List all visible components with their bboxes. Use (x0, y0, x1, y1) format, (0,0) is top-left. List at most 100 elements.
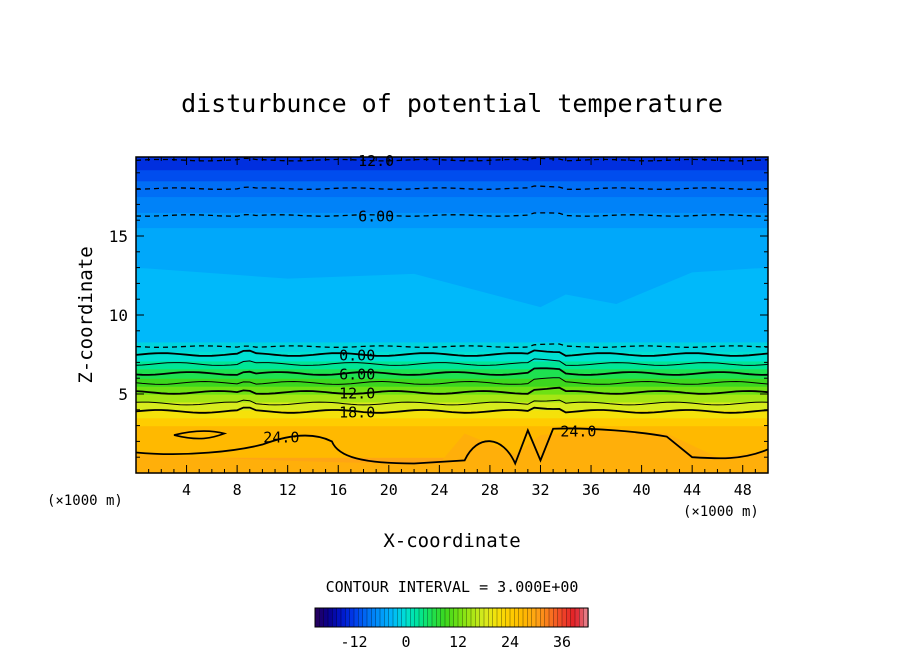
colorbar-cell (440, 607, 446, 628)
color-band (136, 196, 768, 213)
colorbar-cell (553, 607, 559, 628)
colorbar-cell (340, 607, 346, 628)
color-band (136, 394, 768, 403)
colorbar-cell (362, 607, 368, 628)
colorbar-cell (358, 607, 364, 628)
x-tick-label: 44 (683, 481, 701, 499)
colorbar-cell (492, 607, 498, 628)
colorbar-cell (457, 607, 463, 628)
colorbar-tick-label: 24 (501, 633, 519, 651)
colorbar-cell (375, 607, 381, 628)
colorbar-cell (561, 607, 567, 628)
contour-line-solid (135, 377, 769, 385)
colorbar-cell (548, 607, 554, 628)
contour-label: 6.00 (358, 207, 394, 225)
contour-label: 6.00 (339, 365, 375, 383)
contour-interval-text: CONTOUR INTERVAL = 3.000E+00 (326, 578, 579, 596)
colorbar-cell (522, 607, 528, 628)
contour-lines (135, 157, 769, 466)
upper-band-shape (136, 228, 768, 308)
colorbar-cell (332, 607, 338, 628)
contour-line-24-closed (173, 430, 228, 440)
colorbar-cell (345, 607, 351, 628)
colorbar-cell (466, 607, 472, 628)
color-band (136, 157, 768, 171)
colorbar-cell (449, 607, 455, 628)
x-tick-label: 24 (430, 481, 448, 499)
colorbar-cell (401, 607, 407, 628)
colorbar-cell (579, 607, 585, 628)
x-tick-label: 36 (582, 481, 600, 499)
colorbar-cell (436, 607, 442, 628)
colorbar-cell (319, 607, 325, 628)
colorbar-cell (496, 607, 502, 628)
colorbar-cell (336, 607, 342, 628)
contour-line-24 (135, 427, 769, 466)
contour-line-solid (135, 406, 769, 414)
colorbar: -12 0 12 24 36 (314, 607, 589, 651)
y-tick-label: 15 (109, 227, 128, 246)
contour-line-solid (135, 367, 769, 376)
colorbar-cell (475, 607, 481, 628)
colorbar-cell (418, 607, 424, 628)
colorbar-cell (462, 607, 468, 628)
colorbar-tick-label: 36 (553, 633, 571, 651)
color-band (136, 386, 768, 395)
colorbar-cell (557, 607, 563, 628)
x-tick-label: 32 (531, 481, 549, 499)
color-band (136, 417, 768, 427)
x-axis-label: X-coordinate (383, 530, 520, 552)
colorbar-cell (505, 607, 511, 628)
colorbar-cell (405, 607, 411, 628)
colorbar-cell (392, 607, 398, 628)
colorbar-tick-label: 12 (449, 633, 467, 651)
colorbar-cell (566, 607, 572, 628)
colorbar-cell (427, 607, 433, 628)
colorbar-tick-label: 0 (401, 633, 410, 651)
colorbar-frame (314, 607, 589, 628)
colorbar-cell (366, 607, 372, 628)
y-tick-label: 5 (118, 385, 128, 404)
colorbar-cell (349, 607, 355, 628)
colorbar-cell (501, 607, 507, 628)
color-band (136, 409, 768, 419)
x-tick-label: 8 (233, 481, 242, 499)
contour-line-solid (135, 358, 769, 366)
x-tick-label: 48 (734, 481, 752, 499)
colorbar-cell (327, 607, 333, 628)
colorbar-cell (531, 607, 537, 628)
x-tick-label: 16 (329, 481, 347, 499)
chart-title: disturbunce of potential temperature (181, 89, 723, 118)
colorbar-cell (314, 607, 320, 628)
colorbar-cell (544, 607, 550, 628)
x-unit-left: (×1000 m) (47, 493, 123, 509)
surface-band-shape (136, 430, 768, 473)
colorbar-cell (414, 607, 420, 628)
contour-line-solid (135, 386, 769, 395)
colorbar-cell (388, 607, 394, 628)
y-axis-label: Z-coordinate (75, 246, 97, 383)
contour-line-dashed (135, 343, 769, 348)
plot-area (136, 157, 768, 474)
contour-line-dashed (135, 185, 769, 190)
colorbar-cell (431, 607, 437, 628)
colorbar-cell (353, 607, 359, 628)
colorbar-cell (488, 607, 494, 628)
colorbar-cell (423, 607, 429, 628)
contour-label: 24.0 (263, 429, 299, 447)
colorbar-cell (444, 607, 450, 628)
colorbar-cell (570, 607, 576, 628)
colorbar-cell (410, 607, 416, 628)
x-tick-label: 4 (182, 481, 191, 499)
colorbar-cell (509, 607, 515, 628)
colorbar-cell (479, 607, 485, 628)
colorbar-cell (453, 607, 459, 628)
color-band (136, 212, 768, 229)
colorbar-cell (540, 607, 546, 628)
colorbar-cell (574, 607, 580, 628)
color-band (136, 368, 768, 379)
colorbar-cell (514, 607, 520, 628)
